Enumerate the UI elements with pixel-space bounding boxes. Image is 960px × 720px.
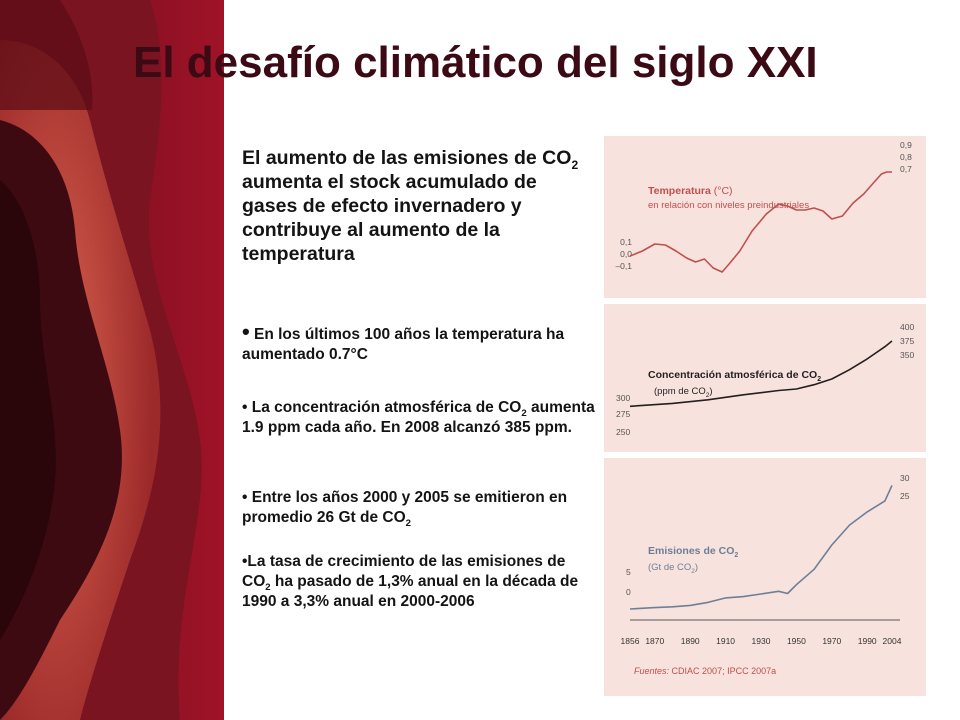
x-tick-label: 1950 <box>787 636 806 646</box>
emissions-ytick-left: 0 <box>626 587 631 597</box>
bullet-emissions-average: • Entre los años 2000 y 2005 se emitiero… <box>242 489 568 530</box>
emissions-series-line <box>629 485 893 610</box>
co2-concentration-series-line <box>629 340 893 408</box>
decorative-red-background <box>0 0 224 720</box>
x-tick-label: 1990 <box>858 636 877 646</box>
co2-ytick-left: 275 <box>616 409 630 419</box>
emissions-chart-title: Emisiones de CO2 <box>648 545 738 559</box>
x-tick-label: 1856 <box>621 636 640 646</box>
temperature-chart-title: Temperatura (°C) <box>648 185 733 197</box>
temp-ytick-right: 0,9 <box>900 140 912 150</box>
co2-ytick-right: 400 <box>900 322 914 332</box>
x-tick-label: 1910 <box>716 636 735 646</box>
temp-ytick-left: 0,0 <box>620 249 632 259</box>
emissions-ytick-left: 5 <box>626 567 631 577</box>
temp-ytick-right: 0,7 <box>900 164 912 174</box>
emissions-ytick-right: 25 <box>900 491 910 501</box>
co2-ytick-left: 300 <box>616 393 630 403</box>
emissions-panel <box>604 458 926 696</box>
slide-title: El desafío climático del siglo XXI <box>133 38 818 87</box>
bullet-growth-rate: •La tasa de crecimiento de las emisiones… <box>242 553 579 610</box>
co2-ytick-right: 350 <box>900 350 914 360</box>
bullet-co2-concentration: • La concentración atmosférica de CO2 au… <box>242 399 595 436</box>
co2-chart-subtitle: (ppm de CO2) <box>654 386 713 399</box>
sources-note: Fuentes: CDIAC 2007; IPCC 2007a <box>634 666 776 676</box>
temp-ytick-left: 0,1 <box>620 237 632 247</box>
x-tick-label: 1870 <box>645 636 664 646</box>
co2-concentration-panel <box>604 304 926 452</box>
co2-chart-title: Concentración atmosférica de CO2 <box>648 369 821 383</box>
temp-ytick-left: –0,1 <box>615 261 632 271</box>
x-tick-label: 1930 <box>752 636 771 646</box>
intro-text: El aumento de las emisiones de CO2 aumen… <box>242 147 579 265</box>
x-tick-label: 1970 <box>822 636 841 646</box>
x-tick-label: 2004 <box>883 636 902 646</box>
climate-charts-figure: Temperatura (°C) en relación con niveles… <box>604 136 926 696</box>
co2-ytick-right: 375 <box>900 336 914 346</box>
bullet-temperature: • En los últimos 100 años la temperatura… <box>242 319 565 364</box>
co2-ytick-left: 250 <box>616 427 630 437</box>
x-tick-label: 1890 <box>681 636 700 646</box>
temperature-series-line <box>629 171 892 273</box>
emissions-ytick-right: 30 <box>900 473 910 483</box>
emissions-chart-subtitle: (Gt de CO2) <box>648 562 698 575</box>
temp-ytick-right: 0,8 <box>900 152 912 162</box>
temperature-chart-subtitle: en relación con niveles preindustriales <box>648 200 809 211</box>
temperature-panel <box>604 136 926 298</box>
